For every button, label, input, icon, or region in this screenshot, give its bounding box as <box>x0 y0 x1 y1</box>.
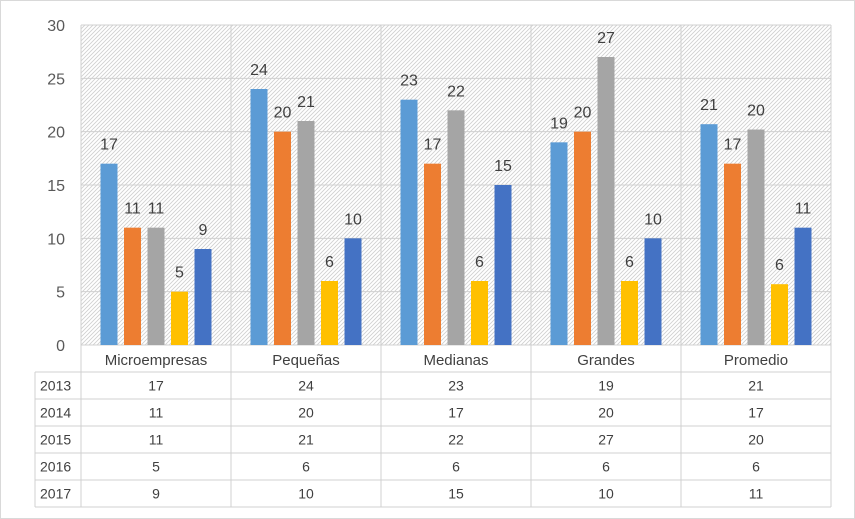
data-label: 17 <box>724 137 742 154</box>
y-tick-label: 25 <box>47 71 65 88</box>
table-cell: 6 <box>752 459 760 475</box>
table-cell: 17 <box>448 405 464 421</box>
bar-2015 <box>597 57 615 345</box>
bar-2013 <box>400 99 418 346</box>
bar-2015 <box>447 110 465 345</box>
y-tick-label: 20 <box>47 125 65 142</box>
bar-2016 <box>771 284 788 345</box>
bar-2017 <box>794 227 812 345</box>
y-tick-label: 15 <box>47 178 65 195</box>
bar-2016 <box>621 281 638 345</box>
table-cell: 6 <box>302 459 310 475</box>
category-label: Grandes <box>577 352 635 369</box>
bar-2014 <box>124 227 141 345</box>
data-label: 20 <box>274 105 292 122</box>
data-label: 6 <box>775 257 784 274</box>
bar-2014 <box>424 163 441 345</box>
table-cell: 5 <box>152 459 160 475</box>
table-cell: 20 <box>748 432 764 448</box>
data-label: 21 <box>297 94 315 111</box>
data-label: 24 <box>250 62 268 79</box>
data-label: 15 <box>494 158 512 175</box>
bar-2016 <box>321 281 338 345</box>
bar-2013 <box>250 89 268 345</box>
category-label: Medianas <box>423 352 488 369</box>
bar-2015 <box>147 227 165 345</box>
data-label: 10 <box>644 211 662 228</box>
table-cell: 11 <box>149 432 164 448</box>
table-cell: 11 <box>149 405 164 421</box>
bar-2013 <box>550 142 568 345</box>
bar-2014 <box>724 163 741 345</box>
bar-2016 <box>471 281 488 345</box>
bar-2014 <box>274 131 291 345</box>
bar-2015 <box>747 129 765 345</box>
bar-2016 <box>171 291 188 345</box>
data-label: 23 <box>400 73 418 90</box>
table-cell: 17 <box>148 378 164 394</box>
table-cell: 21 <box>748 378 764 394</box>
y-tick-label: 30 <box>47 18 65 35</box>
data-label: 22 <box>447 83 465 100</box>
table-cell: 17 <box>748 405 764 421</box>
legend-series-name: 2016 <box>40 459 71 475</box>
table-cell: 10 <box>298 486 314 502</box>
bar-2013 <box>100 163 118 345</box>
table-cell: 27 <box>598 432 614 448</box>
table-cell: 15 <box>448 486 464 502</box>
table-cell: 10 <box>598 486 614 502</box>
bar-2017 <box>194 249 212 345</box>
table-cell: 24 <box>298 378 314 394</box>
bar-2017 <box>644 238 662 345</box>
data-label: 17 <box>100 137 118 154</box>
category-label: Microempresas <box>105 352 208 369</box>
data-label: 11 <box>795 201 812 218</box>
y-tick-label: 10 <box>47 231 65 248</box>
table-cell: 20 <box>298 405 314 421</box>
data-label: 6 <box>625 254 634 271</box>
data-label: 11 <box>124 201 141 218</box>
y-tick-label: 5 <box>56 285 65 302</box>
table-cell: 22 <box>448 432 464 448</box>
data-label: 21 <box>700 97 718 114</box>
category-label: Pequeñas <box>272 352 340 369</box>
data-label: 19 <box>550 115 568 132</box>
data-label: 17 <box>424 137 442 154</box>
bar-2017 <box>344 238 362 345</box>
bar-2014 <box>574 131 591 345</box>
table-cell: 23 <box>448 378 464 394</box>
data-label: 27 <box>597 30 615 47</box>
table-cell: 20 <box>598 405 614 421</box>
table-cell: 11 <box>749 486 764 502</box>
legend-series-name: 2013 <box>40 378 71 394</box>
table-cell: 21 <box>298 432 314 448</box>
legend-series-name: 2017 <box>40 486 71 502</box>
data-label: 6 <box>475 254 484 271</box>
category-label: Promedio <box>724 352 788 369</box>
data-label: 20 <box>574 105 592 122</box>
bar-2015 <box>297 121 315 345</box>
data-label: 11 <box>148 201 165 218</box>
data-label: 5 <box>175 265 184 282</box>
table-cell: 9 <box>152 486 160 502</box>
bar-2013 <box>700 124 718 345</box>
legend-series-name: 2015 <box>40 432 71 448</box>
table-cell: 6 <box>602 459 610 475</box>
bar-2017 <box>494 185 512 345</box>
table-cell: 19 <box>598 378 614 394</box>
legend-series-name: 2014 <box>40 405 71 421</box>
y-tick-label: 0 <box>56 338 65 355</box>
data-label: 9 <box>199 222 208 239</box>
data-label: 20 <box>747 103 765 120</box>
table-cell: 6 <box>452 459 460 475</box>
data-label: 6 <box>325 254 334 271</box>
data-label: 10 <box>344 211 362 228</box>
